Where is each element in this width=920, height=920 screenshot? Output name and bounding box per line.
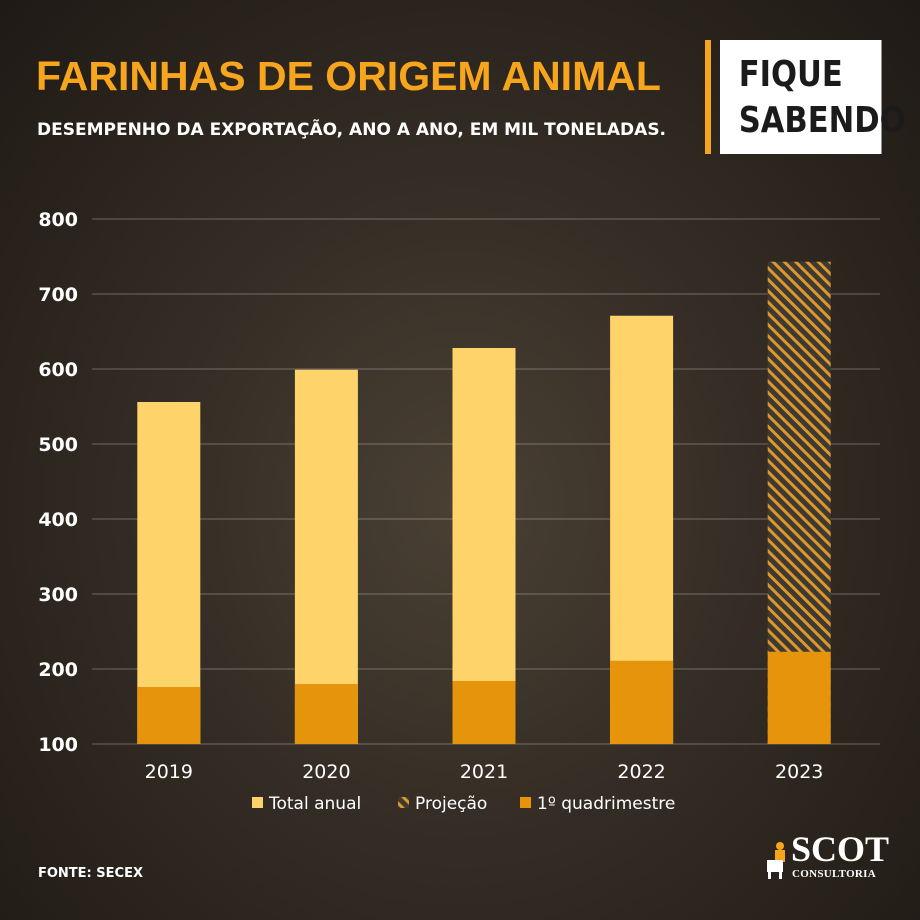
legend-label: 1º quadrimestre [537, 794, 675, 814]
badge-line1: FIQUE [738, 54, 843, 95]
y-tick-label: 600 [38, 359, 78, 381]
source-note: FONTE: SECEX [38, 866, 143, 881]
badge-accent [705, 40, 711, 154]
bar-1-quadrimestre [137, 687, 201, 744]
legend-swatch [252, 797, 263, 808]
legend-swatch [398, 797, 409, 808]
x-tick-label: 2019 [145, 761, 193, 783]
bar-total-anual [294, 369, 358, 744]
x-tick-label: 2022 [617, 761, 665, 783]
chart-title: FARINHAS DE ORIGEM ANIMAL [36, 53, 661, 99]
legend-swatch [520, 797, 531, 808]
y-tick-label: 500 [38, 434, 78, 456]
cowboy-bull-icon [767, 842, 785, 879]
fique-sabendo-badge: FIQUE SABENDO [720, 40, 906, 154]
x-tick-label: 2023 [775, 761, 823, 783]
bar-1-quadrimestre [767, 651, 831, 744]
x-tick-label: 2020 [302, 761, 350, 783]
y-tick-label: 700 [38, 284, 78, 306]
logo-text: SCOT [791, 829, 890, 869]
legend-label: Projeção [415, 794, 487, 814]
bar-total-anual [452, 348, 516, 744]
logo-subtext: CONSULTORIA [792, 868, 876, 880]
y-tick-label: 400 [38, 509, 78, 531]
y-tick-label: 200 [38, 659, 78, 681]
chart-subtitle: DESEMPENHO DA EXPORTAÇÃO, ANO A ANO, EM … [37, 120, 667, 140]
badge-line2: SABENDO [738, 100, 906, 141]
x-tick-label: 2021 [460, 761, 508, 783]
legend-label: Total anual [268, 794, 361, 814]
y-tick-label: 100 [38, 734, 78, 756]
bar-1-quadrimestre [610, 660, 674, 744]
y-tick-label: 800 [38, 209, 78, 231]
bar-1-quadrimestre [452, 681, 516, 744]
y-tick-label: 300 [38, 584, 78, 606]
bar-1-quadrimestre [294, 684, 358, 744]
